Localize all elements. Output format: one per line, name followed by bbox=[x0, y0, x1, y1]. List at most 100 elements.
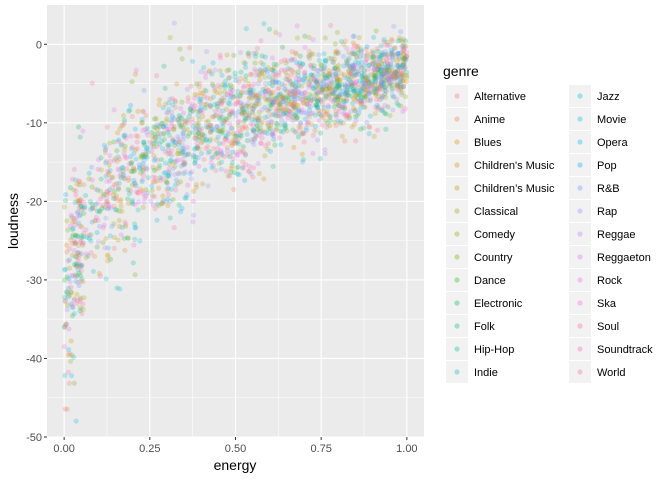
scatter-point bbox=[355, 46, 361, 52]
y-tick-label: -50 bbox=[26, 432, 42, 444]
scatter-point bbox=[270, 79, 276, 85]
scatter-point bbox=[221, 153, 227, 160]
scatter-point bbox=[254, 117, 261, 123]
scatter-point bbox=[313, 79, 319, 85]
scatter-point bbox=[221, 121, 227, 127]
scatter-point bbox=[140, 190, 146, 197]
scatter-point bbox=[334, 83, 340, 90]
scatter-point bbox=[333, 71, 339, 77]
scatter-point bbox=[237, 100, 244, 106]
scatter-point bbox=[336, 99, 342, 106]
scatter-point bbox=[190, 152, 197, 158]
scatter-point bbox=[273, 29, 279, 35]
scatter-point bbox=[347, 65, 353, 71]
scatter-point bbox=[135, 190, 141, 196]
scatter-point bbox=[306, 79, 312, 85]
scatter-point bbox=[208, 122, 214, 129]
scatter-point bbox=[263, 85, 269, 91]
scatter-point bbox=[185, 95, 191, 101]
scatter-point bbox=[70, 304, 76, 311]
scatter-point bbox=[129, 146, 135, 152]
scatter-point bbox=[320, 84, 326, 90]
scatter-point bbox=[227, 86, 234, 92]
scatter-point bbox=[261, 70, 267, 76]
scatter-point bbox=[217, 52, 223, 58]
scatter-point bbox=[316, 108, 322, 114]
scatter-point bbox=[362, 76, 368, 82]
scatter-point bbox=[216, 160, 222, 167]
scatter-point bbox=[389, 52, 395, 59]
scatter-point bbox=[213, 89, 220, 96]
scatter-point bbox=[183, 151, 189, 157]
scatter-point bbox=[375, 106, 381, 112]
scatter-point bbox=[82, 192, 89, 199]
scatter-point bbox=[170, 165, 176, 172]
scatter-point bbox=[218, 166, 224, 172]
scatter-point bbox=[165, 196, 171, 202]
scatter-point bbox=[297, 63, 303, 70]
scatter-point bbox=[102, 204, 108, 211]
scatter-point bbox=[262, 129, 268, 135]
scatter-point bbox=[176, 113, 182, 119]
scatter-point bbox=[275, 99, 281, 106]
scatter-point bbox=[209, 81, 215, 87]
scatter-point bbox=[321, 96, 327, 103]
scatter-point bbox=[294, 60, 300, 66]
scatter-point bbox=[213, 137, 219, 143]
scatter-point bbox=[312, 91, 318, 97]
scatter-point bbox=[250, 106, 256, 112]
scatter-point bbox=[275, 86, 281, 92]
scatter-point bbox=[157, 130, 164, 137]
scatter-point bbox=[199, 138, 206, 144]
scatter-point bbox=[343, 113, 349, 119]
scatter-point bbox=[358, 59, 365, 65]
scatter-point bbox=[379, 78, 385, 85]
scatter-point bbox=[299, 91, 305, 97]
scatter-point bbox=[105, 258, 111, 264]
scatter-point bbox=[341, 42, 347, 48]
scatter-point bbox=[290, 81, 296, 87]
scatter-point bbox=[295, 92, 301, 98]
scatter-point bbox=[276, 101, 282, 108]
scatter-point bbox=[304, 98, 310, 104]
scatter-point bbox=[73, 192, 79, 198]
scatter-point bbox=[171, 123, 177, 130]
scatter-point bbox=[246, 81, 252, 87]
scatter-point bbox=[240, 119, 247, 125]
scatter-point bbox=[208, 155, 215, 161]
scatter-point bbox=[319, 113, 325, 119]
scatter-point bbox=[291, 144, 297, 151]
scatter-point bbox=[251, 66, 258, 72]
scatter-point bbox=[254, 127, 260, 133]
scatter-point bbox=[379, 64, 386, 71]
scatter-point bbox=[227, 112, 233, 118]
scatter-point bbox=[331, 76, 337, 82]
scatter-point bbox=[232, 74, 238, 80]
scatter-point bbox=[353, 54, 360, 60]
scatter-point bbox=[198, 96, 204, 102]
scatter-point bbox=[224, 68, 230, 74]
legend-swatch bbox=[454, 231, 460, 237]
scatter-point bbox=[63, 191, 69, 198]
scatter-point bbox=[309, 74, 316, 80]
scatter-point bbox=[373, 76, 379, 82]
scatter-point bbox=[377, 56, 383, 62]
scatter-point bbox=[257, 77, 263, 83]
scatter-point bbox=[190, 219, 196, 225]
legend-label: Rap bbox=[597, 206, 617, 218]
scatter-point bbox=[64, 406, 70, 412]
scatter-point bbox=[402, 61, 408, 67]
scatter-point bbox=[319, 101, 326, 107]
scatter-point bbox=[366, 124, 372, 130]
scatter-point bbox=[364, 83, 370, 89]
scatter-point bbox=[212, 101, 218, 107]
scatter-point bbox=[106, 162, 112, 168]
scatter-point bbox=[77, 272, 84, 279]
scatter-point bbox=[109, 175, 115, 181]
scatter-point bbox=[273, 78, 280, 84]
scatter-point bbox=[360, 75, 366, 81]
scatter-point bbox=[239, 111, 245, 117]
scatter-point bbox=[354, 54, 360, 60]
scatter-point bbox=[265, 140, 272, 147]
